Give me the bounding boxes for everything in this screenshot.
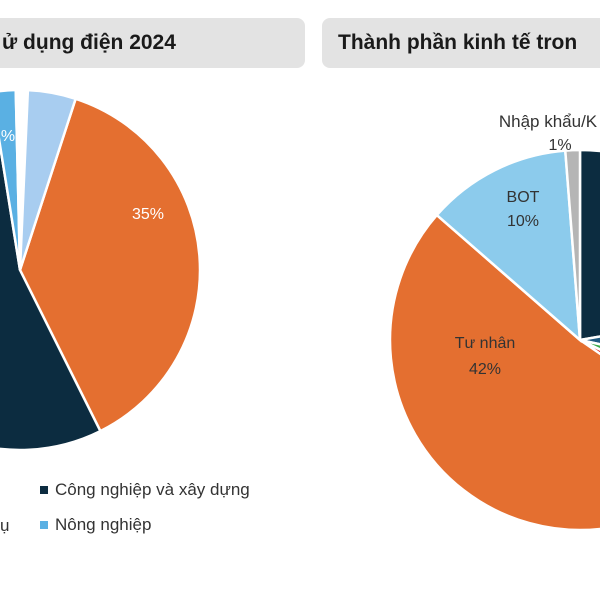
pie1-label-private: Tư nhân <box>455 335 516 352</box>
economic-sector-pie <box>388 148 600 532</box>
pie1-slice-6 <box>563 148 582 341</box>
pie0-slice-0 <box>18 97 202 433</box>
right-chart-title: Thành phần kinh tế tron <box>322 18 600 68</box>
legend-item-truncated: ụ <box>0 516 9 536</box>
electricity-use-pie <box>0 88 202 452</box>
legend-swatch-agriculture <box>40 521 48 529</box>
legend-item-industry: Công nghiệp và xây dựng <box>40 480 250 500</box>
pie1-value-private: 42% <box>469 361 501 378</box>
pie1-value-import: 1% <box>548 137 571 154</box>
legend-swatch-industry <box>40 486 48 494</box>
legend-label-truncated: ụ <box>0 516 10 535</box>
pie1-slice-0 <box>578 148 600 342</box>
left-chart-title: ử dụng điện 2024 <box>0 18 305 68</box>
economic-sector-pie-labels: Tư nhân 42% BOT 10% Nhập khẩu/K 1% <box>455 112 598 378</box>
pie1-label-bot: BOT <box>507 189 540 206</box>
pie1-slice-5 <box>435 149 582 343</box>
pie1-value-bot: 10% <box>507 213 539 230</box>
pie1-slice-4 <box>388 213 600 532</box>
electricity-use-pie-labels: 35%% <box>1 128 164 223</box>
pie1-label-import: Nhập khẩu/K <box>499 112 598 131</box>
pie0-slice-1 <box>0 137 103 452</box>
legend-label-agriculture: Nông nghiệp <box>55 515 152 534</box>
pie0-label-light-blue: % <box>1 128 15 145</box>
legend-item-agriculture: Nông nghiệp <box>40 515 151 535</box>
left-chart-title-text: ử dụng điện 2024 <box>2 31 176 54</box>
pie0-label-35: 35% <box>132 206 164 223</box>
pie0-slice-4 <box>18 88 78 271</box>
right-chart-title-text: Thành phần kinh tế tron <box>338 31 578 54</box>
legend-label-industry: Công nghiệp và xây dựng <box>55 480 250 499</box>
